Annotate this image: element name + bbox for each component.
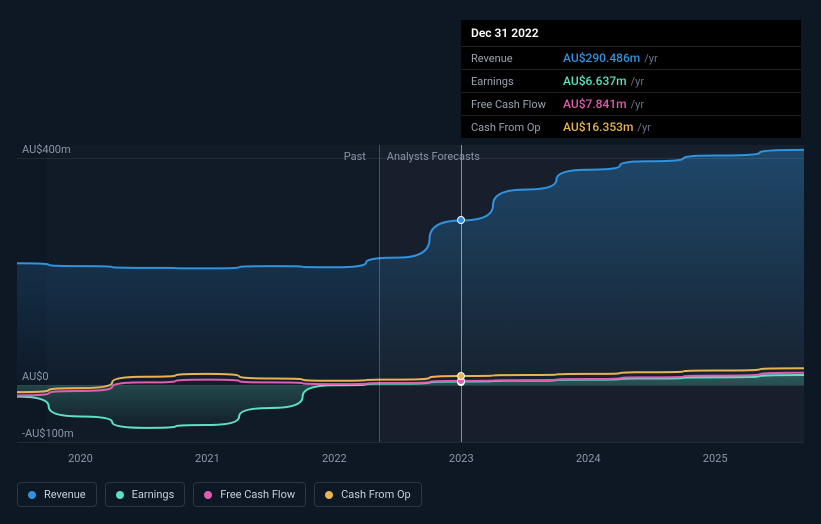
x-axis-label: 2024 xyxy=(576,452,601,465)
legend-item-fcf[interactable]: Free Cash Flow xyxy=(193,482,306,507)
x-axis-label: 2020 xyxy=(68,452,93,465)
hover-tooltip: Dec 31 2022 RevenueAU$290.486m/yrEarning… xyxy=(461,20,801,138)
legend: Revenue Earnings Free Cash Flow Cash From O… xyxy=(17,482,422,507)
region-label-forecast: Analysts Forecasts xyxy=(387,150,480,163)
legend-label: Cash From Op xyxy=(341,488,411,501)
y-gridline xyxy=(17,385,804,386)
tooltip-value: AU$6.637m xyxy=(563,74,627,88)
tooltip-unit: /yr xyxy=(637,121,650,134)
y-axis-label: AU$400m xyxy=(22,143,71,158)
tooltip-date: Dec 31 2022 xyxy=(461,20,801,46)
tooltip-value: AU$7.841m xyxy=(563,97,627,111)
legend-dot-icon xyxy=(204,491,212,499)
x-axis-label: 2021 xyxy=(195,452,220,465)
tooltip-key: Cash From Op xyxy=(471,121,563,134)
x-axis-label: 2022 xyxy=(322,452,347,465)
tooltip-row: Cash From OpAU$16.353m/yr xyxy=(461,115,801,138)
tooltip-unit: /yr xyxy=(631,98,644,111)
legend-dot-icon xyxy=(116,491,124,499)
legend-label: Earnings xyxy=(132,488,175,501)
legend-label: Revenue xyxy=(44,488,86,501)
tooltip-row: RevenueAU$290.486m/yr xyxy=(461,46,801,69)
tooltip-value: AU$16.353m xyxy=(563,120,633,134)
tooltip-key: Earnings xyxy=(471,75,563,88)
legend-label: Free Cash Flow xyxy=(220,488,295,501)
y-axis-label: -AU$100m xyxy=(22,427,74,442)
legend-dot-icon xyxy=(325,491,333,499)
financials-chart: AU$400m AU$0 -AU$100m 2020 2021 2022 2023 2024… xyxy=(0,0,821,524)
tooltip-unit: /yr xyxy=(644,52,657,65)
y-gridline xyxy=(17,442,804,443)
hover-marker-line xyxy=(461,145,462,442)
legend-item-revenue[interactable]: Revenue xyxy=(17,482,97,507)
y-axis-label: AU$0 xyxy=(22,370,49,385)
tooltip-key: Free Cash Flow xyxy=(471,98,563,111)
legend-item-earnings[interactable]: Earnings xyxy=(105,482,186,507)
past-forecast-divider xyxy=(379,145,380,442)
legend-item-cfo[interactable]: Cash From Op xyxy=(314,482,422,507)
tooltip-row: EarningsAU$6.637m/yr xyxy=(461,69,801,92)
x-axis-label: 2025 xyxy=(703,452,728,465)
data-marker-cfo xyxy=(457,372,465,380)
tooltip-value: AU$290.486m xyxy=(563,51,640,65)
legend-dot-icon xyxy=(28,491,36,499)
region-label-past: Past xyxy=(344,150,366,163)
data-marker-revenue xyxy=(457,216,465,224)
tooltip-unit: /yr xyxy=(631,75,644,88)
tooltip-key: Revenue xyxy=(471,52,563,65)
x-axis-label: 2023 xyxy=(449,452,474,465)
tooltip-row: Free Cash FlowAU$7.841m/yr xyxy=(461,92,801,115)
